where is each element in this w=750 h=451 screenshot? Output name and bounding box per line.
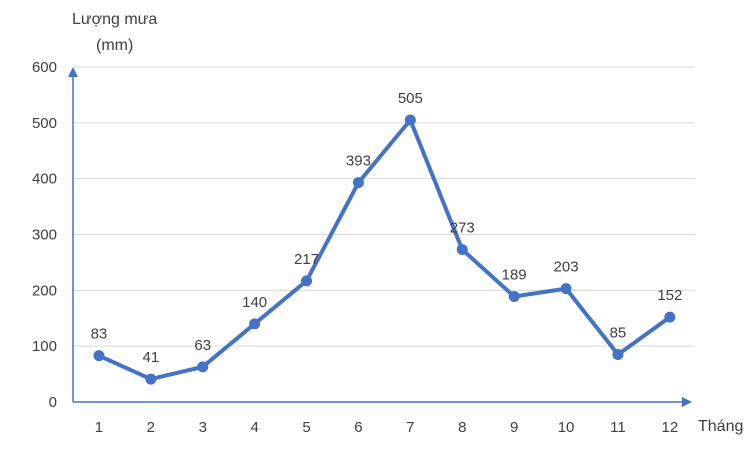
data-label: 63 bbox=[194, 337, 211, 354]
gridlines bbox=[73, 66, 695, 347]
y-axis-title-line1: Lượng mưa bbox=[72, 11, 157, 28]
x-tick-label: 2 bbox=[147, 419, 155, 436]
x-tick-label: 6 bbox=[354, 419, 362, 436]
data-point bbox=[456, 244, 468, 256]
x-axis-title: Tháng bbox=[698, 418, 743, 435]
x-tick-label: 9 bbox=[510, 419, 518, 436]
data-point bbox=[249, 318, 261, 330]
data-label: 189 bbox=[502, 266, 527, 283]
x-tick-label: 12 bbox=[662, 419, 679, 436]
y-tick-label: 200 bbox=[32, 282, 57, 299]
series-rainfall bbox=[93, 114, 676, 385]
y-tick-label: 0 bbox=[49, 394, 57, 411]
data-label: 203 bbox=[554, 259, 579, 276]
x-tick-label: 10 bbox=[558, 419, 575, 436]
data-label: 152 bbox=[657, 287, 682, 304]
x-tick-label: 4 bbox=[250, 419, 258, 436]
data-label: 217 bbox=[294, 251, 319, 268]
series-line bbox=[96, 118, 672, 382]
axes bbox=[68, 67, 692, 407]
data-labels: 83 41 63 140 217 393 505 273 189 203 85 152 bbox=[91, 90, 683, 366]
data-label: 83 bbox=[91, 326, 108, 343]
data-label: 41 bbox=[143, 349, 160, 366]
data-label: 393 bbox=[346, 153, 371, 170]
data-label: 85 bbox=[610, 325, 627, 342]
x-tick-label: 1 bbox=[95, 419, 103, 436]
data-point bbox=[301, 275, 313, 287]
data-label: 273 bbox=[450, 220, 475, 237]
x-tick-label: 3 bbox=[199, 419, 207, 436]
x-tick-label: 8 bbox=[458, 419, 466, 436]
y-axis-arrowhead bbox=[68, 67, 78, 77]
data-point bbox=[93, 350, 105, 362]
x-tick-label: 11 bbox=[610, 419, 626, 436]
data-point bbox=[508, 290, 520, 302]
data-label: 505 bbox=[398, 90, 423, 107]
data-point bbox=[197, 361, 209, 373]
data-point bbox=[145, 373, 157, 385]
y-tick-label: 500 bbox=[32, 115, 57, 132]
y-tick-labels: 0 100 200 300 400 500 600 bbox=[32, 59, 57, 411]
data-point bbox=[664, 311, 676, 323]
y-tick-label: 100 bbox=[32, 338, 57, 355]
data-point bbox=[612, 349, 624, 361]
y-tick-label: 600 bbox=[32, 59, 57, 76]
x-tick-labels: 1 2 3 4 5 6 7 8 9 10 11 12 bbox=[95, 419, 678, 436]
x-axis-arrowhead bbox=[682, 397, 692, 407]
data-point bbox=[404, 114, 416, 126]
data-point bbox=[352, 177, 364, 189]
data-label: 140 bbox=[242, 294, 267, 311]
y-axis-title-line2: (mm) bbox=[96, 37, 133, 54]
x-tick-label: 5 bbox=[302, 419, 310, 436]
x-tick-label: 7 bbox=[406, 419, 414, 436]
data-point bbox=[560, 283, 572, 295]
y-tick-label: 400 bbox=[32, 171, 57, 188]
y-tick-label: 300 bbox=[32, 227, 57, 244]
